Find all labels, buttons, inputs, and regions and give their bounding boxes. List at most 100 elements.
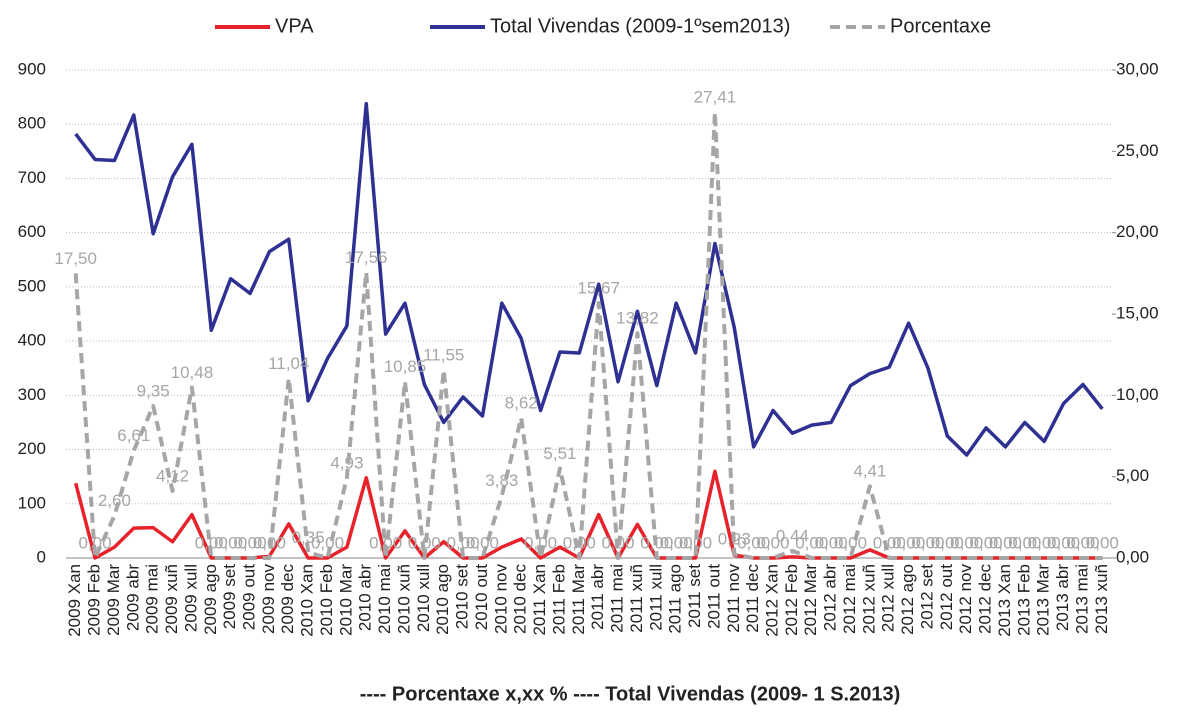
y-tick-label: 600	[18, 222, 46, 241]
x-tick-label: 2009 Mar	[104, 564, 123, 636]
value-label: 0,00	[408, 533, 441, 552]
value-label: 0,00	[253, 533, 286, 552]
value-label: 0,00	[1066, 533, 1099, 552]
x-tick-label: 2009 set	[220, 564, 239, 629]
value-label: 0,00	[950, 533, 983, 552]
x-tick-label: 2011 Mar	[569, 564, 588, 635]
x-tick-label: 2012 set	[917, 564, 936, 629]
value-label: 0,00	[447, 533, 480, 552]
value-label: 0,00	[214, 533, 247, 552]
x-tick-label: 2012 xull	[879, 564, 898, 632]
x-tick-label: 2009 xuñ	[162, 564, 181, 634]
value-label: 0,00	[756, 533, 789, 552]
x-tick-label: 2010 out	[472, 564, 491, 630]
x-tick-label: 2010 mai	[375, 564, 394, 634]
value-label: 0,00	[195, 533, 228, 552]
legend-label: Total Vivendas (2009-1ºsem2013)	[490, 15, 790, 37]
x-tick-label: 2013 Xan	[995, 564, 1014, 637]
x-tick-label: 2012 Mar	[801, 564, 820, 636]
value-label: 0,00	[892, 533, 925, 552]
y-tick-label: 800	[18, 114, 46, 133]
y2-tick-label: 20,00	[1116, 222, 1159, 241]
x-tick-label: 2010 abr	[356, 564, 375, 631]
x-tick-label: 2010 set	[453, 564, 472, 629]
x-tick-label: 2012 out	[937, 564, 956, 630]
x-tick-label: 2011 abr	[588, 564, 607, 630]
x-tick-label: 2012 mai	[840, 564, 859, 634]
value-label: 0,00	[1028, 533, 1061, 552]
value-label: 15,67	[577, 279, 620, 298]
value-label: 0,00	[79, 533, 112, 552]
x-tick-label: 2009 ago	[201, 564, 220, 635]
value-label: 13,82	[616, 309, 659, 328]
value-label: 0,00	[640, 533, 673, 552]
value-label: 0,00	[873, 533, 906, 552]
x-tick-label: 2009 Feb	[85, 564, 104, 636]
value-label: 0,00	[1008, 533, 1041, 552]
x-tick-label: 2010 dec	[511, 564, 530, 634]
value-label: 8,62	[505, 393, 538, 412]
x-tick-label: 2013 xuñ	[1092, 564, 1111, 634]
value-label: 11,55	[423, 346, 464, 365]
y2-tick-label: 0,00	[1116, 547, 1149, 566]
x-tick-label: 2010 xull	[414, 564, 433, 632]
y2-tick-label: 25,00	[1116, 141, 1159, 160]
y-tick-label: 200	[18, 439, 46, 458]
value-label: 4,41	[853, 462, 886, 481]
y2-tick-label: 10,00	[1116, 385, 1159, 404]
x-tick-label: 2011 dec	[743, 564, 762, 633]
value-label: 0,00	[970, 533, 1003, 552]
value-label: 0,00	[679, 533, 712, 552]
value-label: 0,00	[602, 533, 635, 552]
value-label: 0,00	[660, 533, 693, 552]
x-tick-label: 2012 Xan	[763, 564, 782, 637]
x-tick-label: 2011 mai	[608, 564, 627, 633]
value-label: 0,00	[989, 533, 1022, 552]
value-label: 0,00	[233, 533, 266, 552]
x-tick-label: 2011 out	[704, 564, 723, 629]
y-tick-label: 700	[18, 168, 46, 187]
x-tick-label: 2013 Mar	[1034, 564, 1053, 636]
x-tick-label: 2010 Feb	[317, 564, 336, 636]
value-label: 11,04	[268, 354, 309, 373]
x-tick-label: 2010 Mar	[336, 564, 355, 636]
value-label: 2,60	[98, 491, 131, 510]
value-label: 0,00	[815, 533, 848, 552]
series-line	[73, 110, 1103, 560]
x-tick-label: 2012 ago	[898, 564, 917, 635]
value-label: 0,00	[524, 533, 557, 552]
value-label: 0,00	[834, 533, 867, 552]
x-tick-label: 2009 out	[240, 564, 259, 630]
value-label: 0,00	[931, 533, 964, 552]
x-tick-label: 2012 xuñ	[859, 564, 878, 634]
x-tick-label: 2013 abr	[1053, 564, 1072, 631]
y2-tick-label: 5,00	[1116, 466, 1149, 485]
value-label: 10,48	[171, 363, 214, 382]
value-label: 4,12	[156, 466, 189, 485]
value-label: 10,85	[384, 357, 427, 376]
x-tick-label: 2009 Xan	[65, 564, 84, 637]
y-tick-label: 100	[18, 493, 46, 512]
x-tick-label: 2012 abr	[821, 564, 840, 631]
value-label: 17,56	[345, 248, 388, 267]
value-label: 0,00	[311, 533, 344, 552]
series-line	[74, 101, 1104, 457]
x-tick-label: 2011 nov	[724, 564, 743, 633]
x-tick-label: 2009 xull	[181, 564, 200, 632]
note: ---- Porcentaxe x,xx % ---- Total Vivend…	[360, 683, 901, 705]
value-label: 0,23	[718, 530, 751, 549]
x-tick-label: 2013 mai	[1072, 564, 1091, 634]
y2-tick-label: 15,00	[1116, 303, 1159, 322]
legend-label: VPA	[275, 15, 314, 37]
value-label: 0,00	[369, 533, 402, 552]
x-tick-label: 2011 xull	[646, 564, 665, 631]
x-tick-label: 2012 dec	[976, 564, 995, 634]
x-tick-label: 2010 xuñ	[394, 564, 413, 634]
x-tick-label: 2010 nov	[491, 564, 510, 634]
value-label: 6,61	[117, 426, 150, 445]
x-tick-label: 2013 Feb	[1014, 564, 1033, 636]
x-tick-label: 2009 dec	[278, 564, 297, 634]
value-label: 0,00	[1047, 533, 1080, 552]
x-tick-label: 2010 ago	[433, 564, 452, 635]
